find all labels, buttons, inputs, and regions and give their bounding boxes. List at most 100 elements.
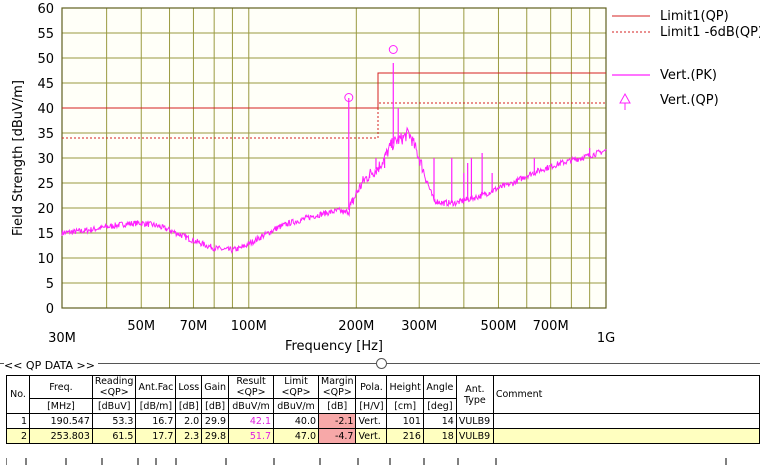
col-header-freq: Freq.: [28, 375, 93, 399]
unit-height: [cm]: [386, 398, 424, 414]
unit-freq: [MHz]: [28, 398, 93, 414]
y-tick-label: 5: [46, 277, 54, 292]
y-tick-label: 45: [37, 77, 54, 92]
result-sub: <QP>: [236, 387, 266, 398]
margin-label: Margin: [321, 376, 354, 387]
x-tick-label: 300M: [401, 319, 437, 334]
pk-trace: [61, 126, 607, 254]
limit-label: Limit: [284, 376, 308, 387]
col-header-anttype: Ant. Type: [455, 375, 494, 414]
cell-comment[interactable]: [492, 428, 760, 444]
cell-pola: Vert.: [355, 428, 388, 444]
unit-result: dBuV/m: [228, 398, 275, 414]
anttype-label: Ant.: [465, 383, 485, 395]
unit-limit: dBuV/m: [273, 398, 320, 414]
legend-label-pk: Vert.(PK): [660, 68, 717, 83]
legend-label-limit: Limit1(QP): [660, 9, 729, 24]
cell-freq: 190.547: [28, 413, 93, 429]
limit-line-6db: [62, 102, 606, 139]
col-header-pola: Pola.: [355, 375, 388, 399]
x-tick-label: 30M: [48, 331, 76, 346]
y-axis-label: Field Strength [dBuV/m]: [11, 80, 26, 236]
y-tick-label: 35: [37, 127, 54, 142]
y-tick-label: 20: [37, 202, 54, 217]
unit-pola: [H/V]: [355, 398, 388, 414]
table-row[interactable]: 1 190.547 53.3 16.7 2.0 29.9 42.1 40.0 -…: [6, 413, 760, 429]
col-header-antfac: Ant.Fac: [135, 375, 177, 399]
unit-loss: [dB]: [175, 398, 203, 414]
cell-reading: 53.3: [91, 413, 137, 429]
qp-marker: [388, 45, 398, 54]
x-tick-label: 70M: [180, 319, 208, 334]
divider-handle[interactable]: [376, 358, 387, 369]
cell-angle: 18: [422, 428, 457, 444]
y-tick-label: 55: [37, 27, 54, 42]
qp-data-title: << QP DATA >>: [4, 359, 98, 372]
col-header-height: Height: [386, 375, 424, 399]
qp-header-row-units: [MHz] [dBuV] [dB/m] [dB] [dB] dBuV/m dBu…: [7, 398, 760, 414]
cell-result: 42.1: [228, 413, 275, 429]
cell-pola: Vert.: [355, 413, 388, 429]
col-header-reading: Reading <QP>: [91, 375, 137, 399]
legend-label-qp: Vert.(QP): [660, 93, 719, 108]
cell-limit: 47.0: [273, 428, 320, 444]
cell-result: 51.7: [228, 428, 275, 444]
unit-margin: [dB]: [318, 398, 357, 414]
cell-no: 2: [6, 428, 30, 444]
x-tick-label: 100M: [231, 319, 267, 334]
cell-anttype: VULB9: [455, 413, 494, 429]
cell-no: 1: [6, 413, 30, 429]
result-label: Result: [236, 376, 266, 387]
x-tick-label: 500M: [480, 319, 516, 334]
cell-loss: 2.0: [175, 413, 203, 429]
cell-angle: 14: [422, 413, 457, 429]
y-tick-label: 15: [37, 227, 54, 242]
unit-angle: [deg]: [422, 398, 457, 414]
cell-limit: 40.0: [273, 413, 320, 429]
y-tick-label: 30: [37, 152, 54, 167]
y-tick-label: 0: [46, 302, 54, 317]
col-header-margin: Margin <QP>: [318, 375, 357, 399]
x-axis-label: Frequency [Hz]: [285, 339, 383, 354]
col-header-angle: Angle: [422, 375, 457, 399]
x-tick-label: 200M: [338, 319, 374, 334]
y-tick-label: 40: [37, 102, 54, 117]
table-row[interactable]: 2 253.803 61.5 17.7 2.3 29.8 51.7 47.0 -…: [6, 428, 760, 444]
plot-frame: [61, 7, 607, 309]
x-tick-label: 700M: [533, 319, 569, 334]
y-tick-label: 10: [37, 252, 54, 267]
cell-reading: 61.5: [91, 428, 137, 444]
unit-reading: [dBuV]: [91, 398, 137, 414]
reading-sub: <QP>: [99, 387, 129, 398]
x-tick-label: 50M: [127, 319, 155, 334]
cell-margin: -4.7: [318, 428, 357, 444]
cell-antfac: 17.7: [135, 428, 177, 444]
cell-gain: 29.8: [201, 428, 230, 444]
y-tick-label: 60: [37, 2, 54, 17]
cell-margin: -2.1: [318, 413, 357, 429]
legend-label-limit-6db: Limit1 -6dB(QP): [660, 25, 760, 40]
cell-anttype: VULB9: [455, 428, 494, 444]
cell-height: 216: [386, 428, 424, 444]
col-header-no: No.: [6, 375, 30, 414]
y-tick-label: 25: [37, 177, 54, 192]
col-header-limit: Limit <QP>: [273, 375, 320, 399]
qp-header-row-top: No. Freq. Reading <QP> Ant.Fac Loss Gain …: [6, 375, 760, 414]
qp-data-table: No. Freq. Reading <QP> Ant.Fac Loss Gain …: [6, 375, 760, 444]
emission-chart: 0 5 10 15 20 25 30 35 40 45 50 55 60 30M 50M 70M 100M 200…: [11, 2, 760, 354]
col-header-loss: Loss: [175, 375, 203, 399]
col-header-comment: Comment: [492, 375, 760, 414]
reading-label: Reading: [94, 376, 134, 387]
col-header-gain: Gain: [201, 375, 230, 399]
limit-line-qp: [62, 72, 606, 109]
limit-sub: <QP>: [281, 387, 311, 398]
next-row-strip: [6, 458, 727, 465]
cell-gain: 29.9: [201, 413, 230, 429]
cell-comment[interactable]: [492, 413, 760, 429]
anttype-sub: Type: [463, 394, 486, 406]
cell-antfac: 16.7: [135, 413, 177, 429]
cell-loss: 2.3: [175, 428, 203, 444]
cell-freq: 253.803: [28, 428, 93, 444]
margin-sub: <QP>: [322, 387, 352, 398]
unit-gain: [dB]: [201, 398, 230, 414]
